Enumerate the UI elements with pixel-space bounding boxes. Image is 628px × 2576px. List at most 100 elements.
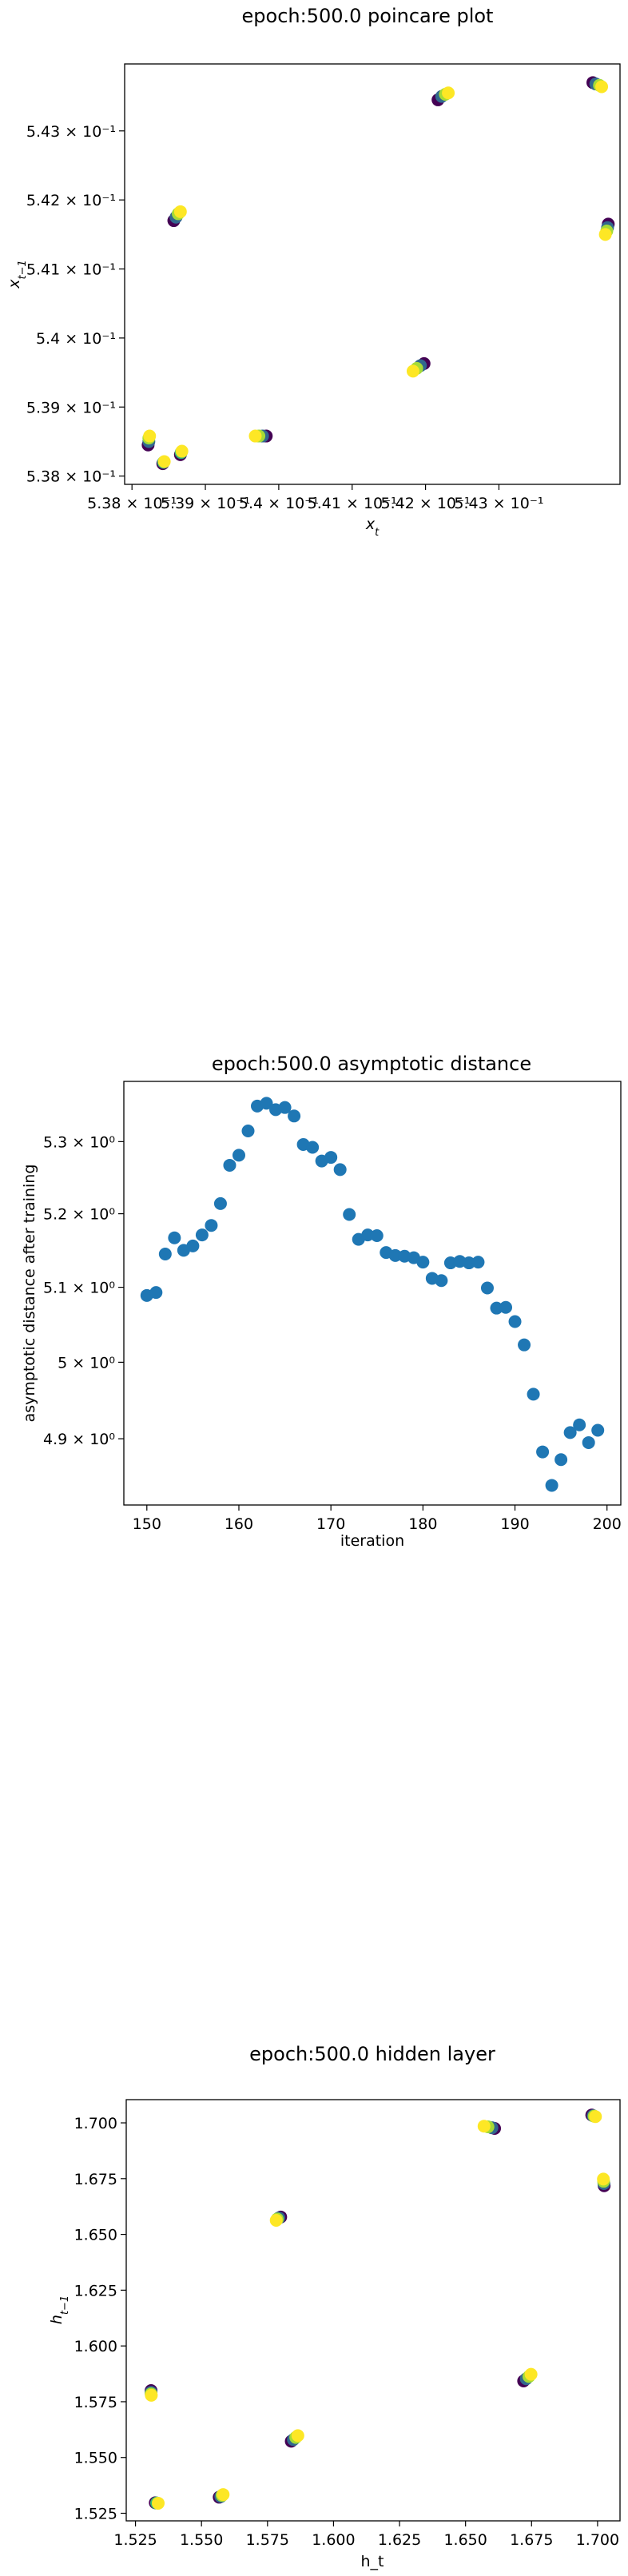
poincare-plot-y-tick-label: 5.39 × 10⁻¹ — [26, 399, 116, 416]
hidden-layer-chart: epoch:500.0 hidden layer 1.525 1.550 1.575… — [48, 2043, 621, 2570]
hidden-layer-x-tick-label: 1.525 — [113, 2531, 157, 2549]
hidden-layer-title: epoch:500.0 hidden layer — [249, 2043, 495, 2065]
asymptotic-distance-point — [573, 1418, 586, 1431]
poincare-plot-point — [595, 80, 609, 94]
poincare-plot-y-ticks: 5.38 × 10⁻¹ 5.39 × 10⁻¹ 5.4 × 10⁻¹ 5.41 × 1… — [26, 123, 125, 486]
asymptotic-distance-point — [343, 1208, 356, 1221]
asymptotic-distance-point — [554, 1453, 568, 1467]
poincare-plot-x-tick-label: 5.38 × 10⁻¹ — [87, 495, 177, 512]
hidden-layer-y-tick-label: 1.525 — [74, 2506, 117, 2523]
asymptotic-distance-point — [223, 1158, 236, 1172]
asymptotic-distance-x-tick-label: 170 — [316, 1515, 345, 1533]
asymptotic-distance-point — [591, 1423, 605, 1437]
asymptotic-distance-y-tick-label: 4.9 × 10⁰ — [43, 1431, 115, 1448]
poincare-plot-y-tick-label: 5.43 × 10⁻¹ — [26, 123, 116, 141]
poincare-plot-points — [141, 76, 615, 471]
hidden-layer-y-tick-label: 1.600 — [74, 2338, 117, 2355]
asymptotic-distance-y-ticks: 4.9 × 10⁰ 5 × 10⁰ 5.1 × 10⁰ 5.2 × 10⁰ 5.3 × … — [43, 1133, 124, 1448]
poincare-plot-axes-frame — [124, 63, 621, 485]
poincare-plot-y-tick-label: 5.38 × 10⁻¹ — [26, 468, 116, 486]
hidden-layer-x-tick-label: 1.650 — [443, 2531, 487, 2549]
asymptotic-distance-y-label: asymptotic distance after training — [21, 1165, 38, 1423]
poincare-plot-y-tick-label: 5.41 × 10⁻¹ — [26, 261, 116, 279]
poincare-plot-x-tick-label: 5.41 × 10⁻¹ — [308, 495, 397, 512]
asymptotic-distance-point — [168, 1231, 181, 1244]
poincare-plot-point — [173, 205, 187, 218]
asymptotic-distance-point — [435, 1274, 448, 1288]
asymptotic-distance-point — [260, 1097, 273, 1110]
asymptotic-distance-x-tick-label: 150 — [133, 1515, 161, 1533]
asymptotic-distance-point — [508, 1315, 522, 1328]
asymptotic-distance-point — [545, 1479, 558, 1492]
asymptotic-distance-point — [582, 1435, 595, 1449]
hidden-layer-y-tick-label: 1.700 — [74, 2115, 117, 2132]
asymptotic-distance-x-tick-label: 180 — [408, 1515, 437, 1533]
hidden-layer-x-tick-label: 1.600 — [312, 2531, 355, 2549]
asymptotic-distance-point — [370, 1229, 384, 1243]
poincare-plot-x-tick-label: 5.42 × 10⁻¹ — [381, 495, 471, 512]
hidden-layer-x-tick-label: 1.700 — [576, 2531, 619, 2549]
asymptotic-distance-point — [288, 1109, 301, 1123]
hidden-layer-y-tick-label: 1.675 — [74, 2171, 117, 2188]
asymptotic-distance-point — [471, 1256, 485, 1269]
asymptotic-distance-x-tick-label: 160 — [225, 1515, 253, 1533]
asymptotic-distance-chart: epoch:500.0 asymptotic distance 150 160 17… — [21, 1053, 622, 1550]
hidden-layer-x-tick-label: 1.575 — [246, 2531, 289, 2549]
hidden-layer-point — [477, 2120, 491, 2133]
asymptotic-distance-y-tick-label: 5.1 × 10⁰ — [43, 1280, 115, 1297]
asymptotic-distance-point — [213, 1196, 227, 1210]
asymptotic-distance-y-tick-label: 5 × 10⁰ — [58, 1354, 115, 1372]
hidden-layer-x-tick-label: 1.550 — [180, 2531, 223, 2549]
poincare-plot-x-tick-label: 5.4 × 10⁻¹ — [239, 495, 319, 512]
poincare-plot-x-ticks: 5.38 × 10⁻¹5.39 × 10⁻¹5.4 × 10⁻¹5.41 × 1… — [87, 484, 544, 512]
asymptotic-distance-point — [361, 1228, 375, 1242]
poincare-plot-point — [175, 444, 189, 458]
poincare-plot-y-tick-label: 5.42 × 10⁻¹ — [26, 192, 116, 209]
hidden-layer-point — [217, 2488, 230, 2502]
hidden-layer-y-tick-label: 1.550 — [74, 2450, 117, 2467]
asymptotic-distance-point — [499, 1300, 513, 1314]
asymptotic-distance-point — [158, 1247, 172, 1260]
asymptotic-distance-x-tick-label: 190 — [500, 1515, 529, 1533]
asymptotic-distance-point — [333, 1163, 347, 1177]
asymptotic-distance-point — [416, 1256, 430, 1269]
poincare-plot-chart: epoch:500.0 poincare plot 5.38 × 10⁻¹5.3… — [6, 5, 621, 539]
hidden-layer-point — [151, 2496, 165, 2510]
asymptotic-distance-point — [278, 1101, 292, 1114]
hidden-layer-axes-frame — [125, 2099, 621, 2522]
asymptotic-distance-x-tick-label: 200 — [593, 1515, 622, 1533]
hidden-layer-y-tick-label: 1.575 — [74, 2394, 117, 2411]
poincare-plot-point — [442, 86, 455, 100]
asymptotic-distance-point — [518, 1338, 531, 1352]
asymptotic-distance-point — [490, 1301, 503, 1315]
asymptotic-distance-point — [149, 1286, 163, 1300]
asymptotic-distance-y-tick-label: 5.2 × 10⁰ — [43, 1206, 115, 1224]
poincare-plot-point — [406, 364, 419, 378]
asymptotic-distance-axes-frame — [123, 1081, 622, 1506]
asymptotic-distance-point — [324, 1151, 338, 1165]
hidden-layer-y-tick-label: 1.625 — [74, 2282, 117, 2299]
asymptotic-distance-point — [186, 1239, 200, 1252]
hidden-layer-x-label: h_t — [361, 2553, 384, 2570]
hidden-layer-y-tick-label: 1.650 — [74, 2227, 117, 2244]
asymptotic-distance-point — [232, 1149, 245, 1162]
asymptotic-distance-x-ticks: 150 160 170 180 190 200 — [133, 1505, 622, 1533]
asymptotic-distance-y-tick-label: 5.3 × 10⁰ — [43, 1133, 115, 1151]
poincare-plot-x-tick-label: 5.43 × 10⁻¹ — [454, 495, 543, 512]
poincare-plot-point — [157, 455, 171, 468]
hidden-layer-points — [145, 2108, 611, 2510]
poincare-plot-point — [143, 429, 157, 443]
hidden-layer-x-tick-label: 1.625 — [378, 2531, 421, 2549]
asymptotic-distance-point — [195, 1228, 209, 1242]
hidden-layer-point — [269, 2214, 283, 2228]
poincare-plot-title: epoch:500.0 poincare plot — [242, 5, 494, 27]
asymptotic-distance-point — [388, 1248, 402, 1262]
hidden-layer-x-ticks: 1.525 1.550 1.575 1.600 1.625 1.650 1.675 1.700 — [113, 2521, 619, 2549]
asymptotic-distance-point — [536, 1445, 550, 1459]
asymptotic-distance-point — [205, 1219, 218, 1232]
asymptotic-distance-point — [527, 1388, 540, 1401]
asymptotic-distance-title: epoch:500.0 asymptotic distance — [212, 1053, 531, 1075]
asymptotic-distance-point — [563, 1426, 577, 1439]
